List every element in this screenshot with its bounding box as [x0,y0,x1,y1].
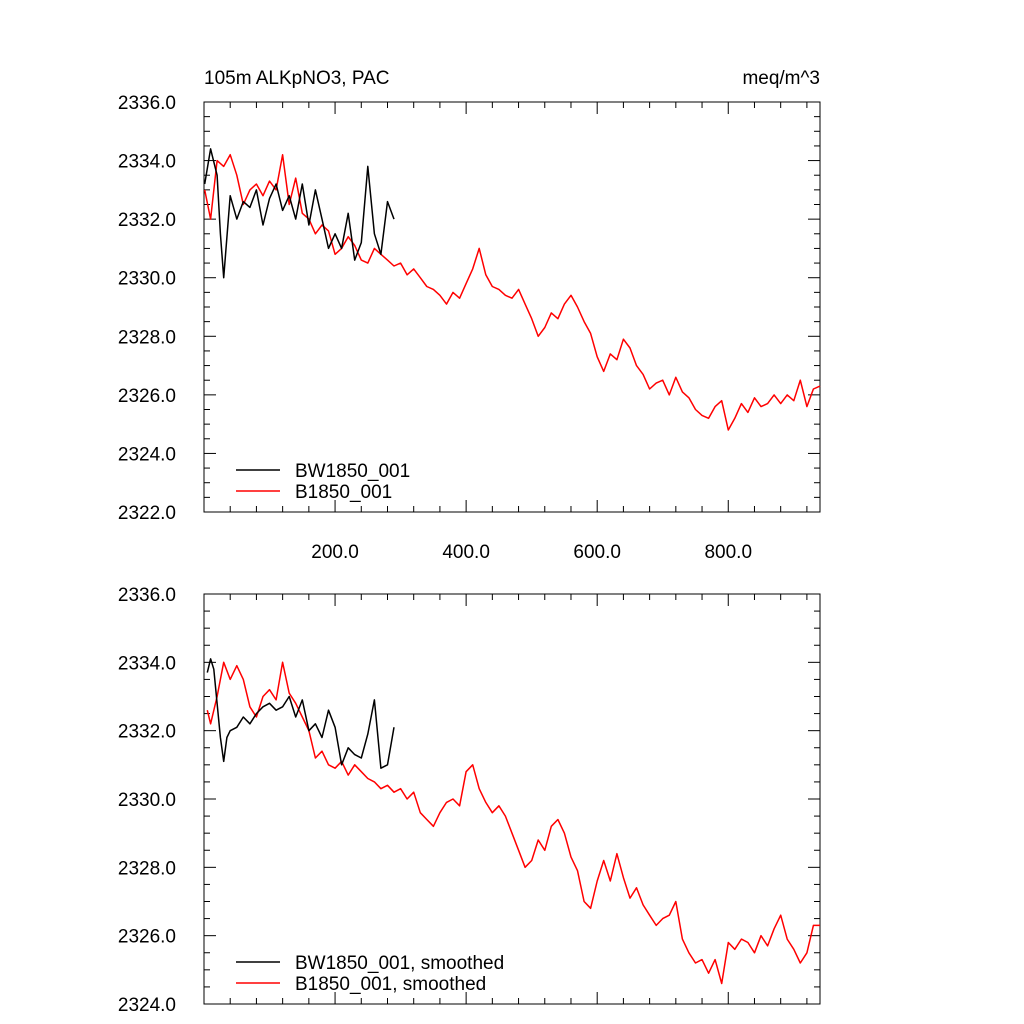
top-panel: 105m ALKpNO3, PAC meq/m^3 2322.02324.023… [118,68,821,563]
bottom-legend-label-b: B1850_001, smoothed [295,974,486,995]
x-tick-label: 200.0 [311,542,359,563]
y-tick-label: 2324.0 [118,444,176,465]
x-tick-label: 800.0 [704,542,752,563]
y-tick-label: 2330.0 [118,269,176,290]
y-tick-label: 2324.0 [118,995,176,1016]
y-tick-label: 2332.0 [118,210,176,231]
y-tick-label: 2322.0 [118,503,176,524]
y-tick-label: 2334.0 [118,653,176,674]
y-tick-label: 2328.0 [118,327,176,348]
y-tick-label: 2326.0 [118,386,176,407]
top-axes: 2322.0 2324.0 2326.0 2328.0 2330.0 2332.0 2334… [118,93,821,563]
y-tick-label: 2328.0 [118,858,176,879]
bottom-panel: 2324.0 2326.0 2328.0 2330.0 2332.0 2334.0 2336… [118,585,821,1016]
x-tick-label: 400.0 [442,542,490,563]
y-tick-label: 2326.0 [118,927,176,948]
series-line-bw1850 [203,148,395,279]
top-chart-units: meq/m^3 [742,68,820,89]
plot-frame [203,101,821,513]
y-tick-label: 2336.0 [118,93,176,114]
y-tick-label: 2334.0 [118,152,176,173]
top-legend: BW1850_001 B1850_001 [236,461,410,503]
top-legend-label-bw: BW1850_001 [295,461,410,482]
series-line-bw1850 [206,658,395,769]
x-tick-label: 600.0 [573,542,621,563]
top-chart-title: 105m ALKpNO3, PAC [204,68,390,89]
bottom-axes: 2324.0 2326.0 2328.0 2330.0 2332.0 2334.0 2336… [118,585,821,1016]
y-tick-label: 2336.0 [118,585,176,606]
y-tick-label: 2330.0 [118,790,176,811]
y-tick-label: 2332.0 [118,722,176,743]
bottom-series-lines [206,658,820,985]
bottom-legend: BW1850_001, smoothed B1850_001, smoothed [236,953,504,995]
series-line-b1850 [203,153,821,431]
bottom-legend-label-bw: BW1850_001, smoothed [295,953,504,974]
top-series-lines [203,148,821,431]
top-legend-label-b: B1850_001 [295,482,392,503]
series-line-b1850 [206,661,820,985]
